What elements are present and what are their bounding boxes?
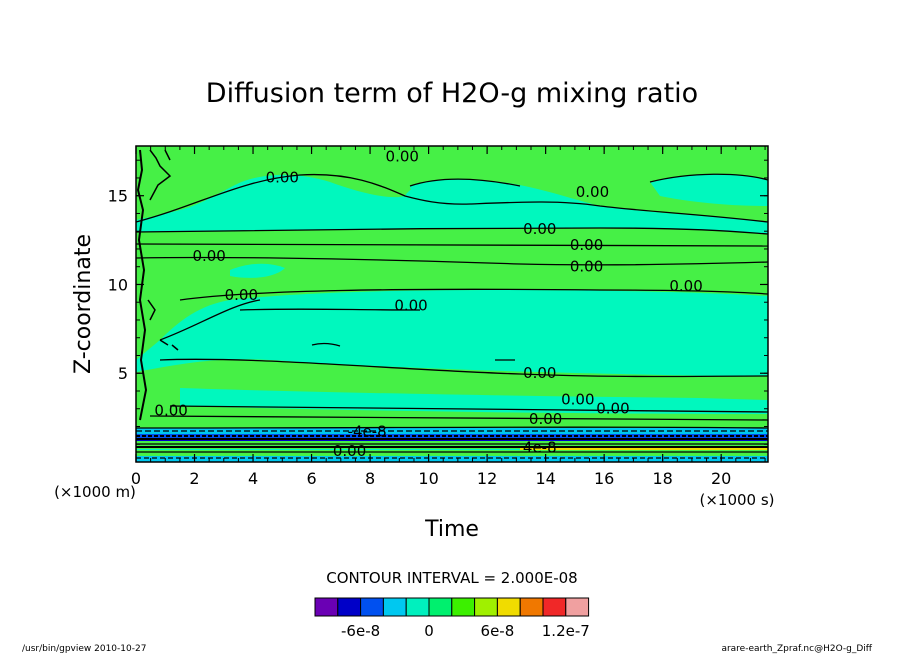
y-axis-label: Z-coordinate: [71, 234, 96, 374]
contour-labels: 0.000.000.000.000.000.000.000.000.000.00…: [154, 147, 702, 460]
y-tick-label: 5: [118, 364, 128, 383]
colorbar-cell: [542, 597, 567, 617]
contour-label: 0.00: [225, 286, 258, 304]
contour-label: 0.00: [523, 220, 556, 238]
x-tick-label: 12: [477, 469, 497, 488]
contour-label: 0.00: [669, 277, 702, 295]
colorbar-cell: [451, 597, 476, 617]
colorbar-labels: -6e-8 0 6e-8 1.2e-7: [341, 622, 590, 640]
footer-left: /usr/bin/gpview 2010-10-27: [22, 644, 146, 654]
green-stripe-3: [136, 450, 768, 456]
teal-patch-2: [650, 174, 768, 206]
colorbar-tick-label: 6e-8: [481, 622, 515, 640]
y-axis-unit: (×1000 m): [54, 483, 136, 501]
contour-label: 0.00: [523, 364, 556, 382]
contour-label: 0.00: [394, 297, 427, 315]
contour-label: 4e-8: [523, 439, 557, 457]
colorbar-cell: [428, 597, 453, 617]
x-tick-label: 6: [306, 469, 316, 488]
cyan-stripe-bottom: [136, 456, 768, 462]
contour-field: 0.000.000.000.000.000.000.000.000.000.00…: [136, 146, 768, 462]
x-axis-unit: (×1000 s): [699, 491, 774, 509]
teal-patch-3: [230, 263, 285, 278]
y-tick-label: 10: [108, 275, 128, 294]
colorbar-cell: [474, 597, 498, 617]
bottom-contour-band: [136, 430, 768, 459]
colorbar-cell: [360, 597, 384, 617]
colorbar-cell: [337, 597, 362, 617]
x-tick-label: 8: [365, 469, 375, 488]
x-tick-label: 14: [535, 469, 555, 488]
green-stripe-2: [136, 441, 768, 449]
contour-label: 0.00: [570, 257, 603, 275]
axes: 0 2 4 6 8 10 12 14 16 18 20 5 10 15: [108, 146, 768, 488]
contour-label: 0.00: [561, 391, 594, 409]
contour-label: 0.00: [333, 442, 366, 460]
x-tick-label: 18: [652, 469, 672, 488]
teal-patch-1: [410, 179, 528, 205]
x-tick-label: 0: [131, 469, 141, 488]
contour-label: 0.00: [154, 401, 187, 419]
colorbar-cell: [496, 597, 521, 617]
colorbar-tick-label: 1.2e-7: [542, 622, 590, 640]
x-tick-label: 2: [189, 469, 199, 488]
y-tick-label: 15: [108, 187, 128, 206]
green-band-top: [136, 146, 768, 222]
colorbar-cell: [565, 597, 590, 617]
x-axis-label: Time: [424, 517, 479, 542]
contour-label: 0.00: [596, 400, 629, 418]
x-tick-label: 4: [248, 469, 258, 488]
green-band-upper: [136, 228, 768, 360]
cyan-stripe: [136, 428, 768, 436]
contour-label: 0.00: [570, 236, 603, 254]
contour-label: 0.00: [192, 247, 225, 265]
x-tick-label: 16: [594, 469, 614, 488]
x-tick-label: 10: [418, 469, 438, 488]
colorbar-tick-label: -6e-8: [341, 622, 380, 640]
plot-frame: [135, 145, 769, 463]
contour-interval-text: CONTOUR INTERVAL = 2.000E-08: [326, 569, 577, 587]
colorbar-cell: [405, 597, 430, 617]
contour-label: 0.00: [386, 147, 419, 165]
x-tick-label: 20: [711, 469, 731, 488]
colorbar-tick-label: 0: [424, 622, 434, 640]
footer-right: arare-earth_Zpraf.nc@H2O-g_Diff: [721, 644, 872, 654]
left-edge-noise: [136, 149, 148, 421]
colorbar-cell: [519, 597, 544, 617]
contour-lines: [136, 173, 768, 429]
contour-label: -4e-8: [348, 423, 387, 441]
left-edge-noise-2: [147, 149, 179, 351]
chart-title: Diffusion term of H2O-g mixing ratio: [206, 78, 698, 109]
colorbar-cell: [382, 597, 407, 617]
colorbar: [314, 597, 590, 617]
contour-label: 0.00: [529, 410, 562, 428]
contour-label: 0.00: [266, 169, 299, 187]
contour-label: 0.00: [576, 183, 609, 201]
colorbar-cell: [314, 597, 339, 617]
